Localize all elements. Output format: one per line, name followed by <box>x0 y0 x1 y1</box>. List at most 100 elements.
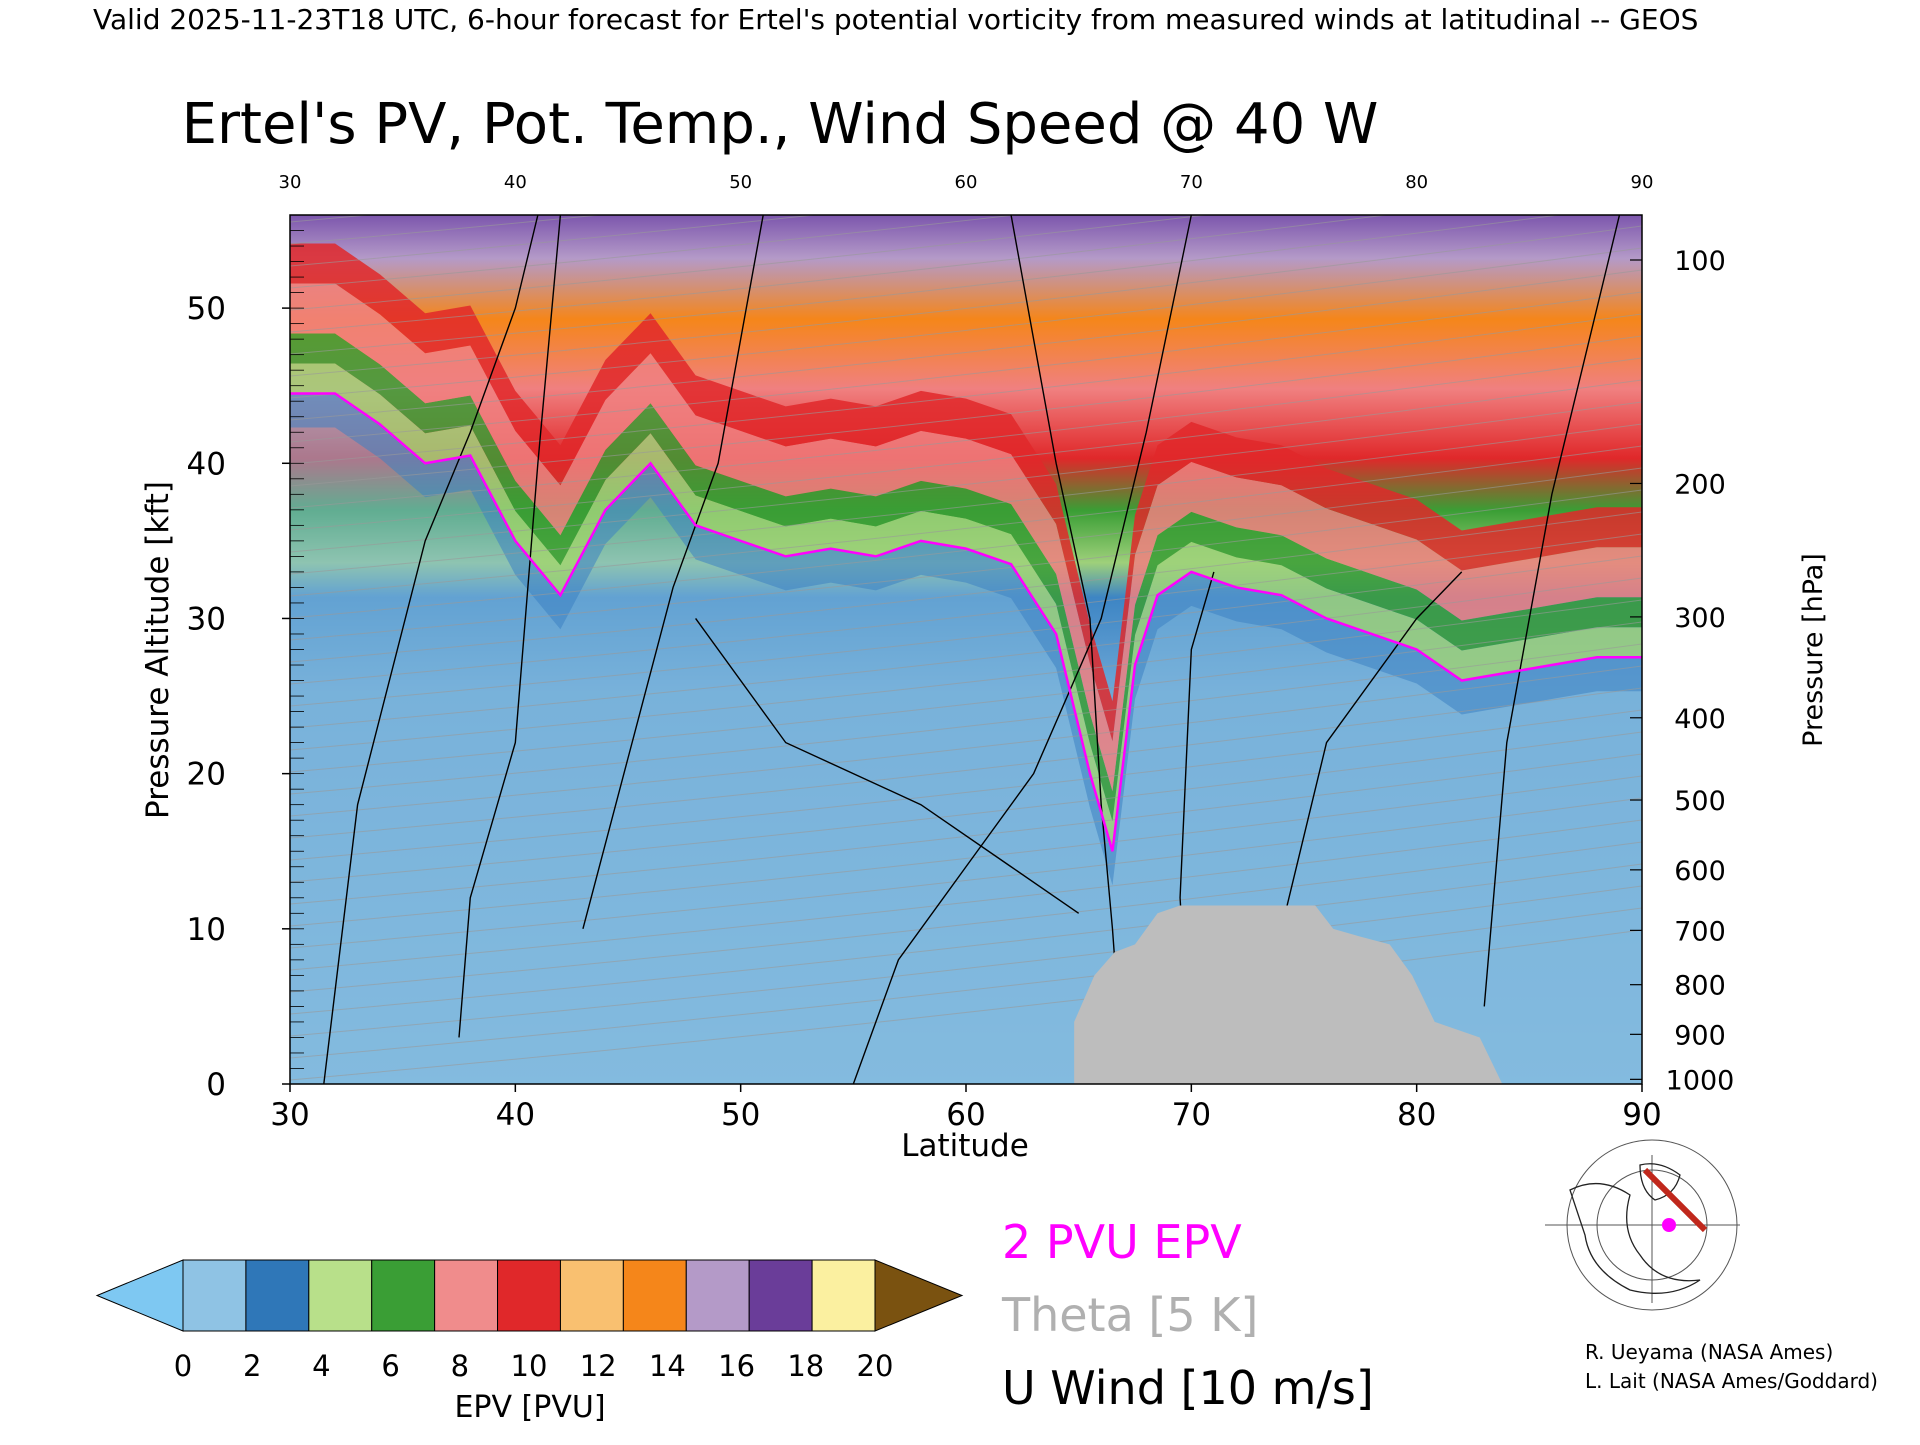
colorbar-swatch <box>559 1259 624 1332</box>
theta-contour-line <box>290 313 1642 465</box>
top-tick-label: 50 <box>729 172 752 193</box>
colorbar-swatch <box>748 1259 813 1332</box>
colorbar-label: EPV [PVU] <box>454 1390 605 1425</box>
theta-contours <box>290 215 1642 1081</box>
theta-contour-line <box>290 335 1642 487</box>
wind-contour-line <box>582 215 764 929</box>
colorbar-tick-label: 14 <box>649 1349 686 1383</box>
theta-contour-line <box>290 907 1642 1059</box>
theta-contour-line <box>290 489 1642 641</box>
y-tick-label: 30 <box>187 601 226 637</box>
wind-contours <box>323 215 1621 1084</box>
colorbar-tick-label: 4 <box>312 1349 330 1383</box>
pressure-tick-label: 600 <box>1674 856 1726 887</box>
colorbar-over-arrow <box>874 1259 964 1332</box>
pv-layer <box>290 333 1642 822</box>
theta-contour-line <box>290 841 1642 993</box>
pressure-tick-label: 500 <box>1674 786 1726 817</box>
theta-contour-line <box>290 269 1642 421</box>
colorbar-tick-label: 20 <box>857 1349 894 1383</box>
x-tick-label: 50 <box>721 1097 760 1133</box>
pressure-tick-label: 300 <box>1674 603 1726 634</box>
tropopause-blue-band <box>290 393 1642 886</box>
x-tick-label: 30 <box>270 1097 309 1133</box>
y-tick-label: 20 <box>187 757 226 793</box>
theta-contour-line <box>290 555 1642 707</box>
x-tick-label: 40 <box>496 1097 535 1133</box>
map-coastline <box>1569 1182 1701 1294</box>
colorbar-swatch <box>434 1259 499 1332</box>
colorbar-swatch <box>308 1259 373 1332</box>
theta-contour-line <box>290 687 1642 839</box>
y2-axis-label: Pressure [hPa] <box>1798 553 1829 747</box>
top-tick-label: 90 <box>1631 172 1654 193</box>
x-tick-label: 90 <box>1622 1097 1661 1133</box>
colorbar-tick-label: 10 <box>511 1349 548 1383</box>
colorbar-tick-label: 2 <box>243 1349 261 1383</box>
legend-2pvu: 2 PVU EPV <box>1002 1215 1242 1269</box>
theta-contour-line <box>290 467 1642 619</box>
theta-contour-line <box>290 357 1642 509</box>
valid-line: Valid 2025-11-23T18 UTC, 6-hour forecast… <box>93 3 1698 36</box>
theta-contour-line <box>290 599 1642 751</box>
inset-map-background <box>1545 1155 1740 1303</box>
theta-contour-line <box>290 291 1642 443</box>
theta-contour-line <box>290 511 1642 663</box>
wind-contour-line <box>1483 215 1621 1007</box>
legend-theta: Theta [5 K] <box>1001 1288 1258 1342</box>
inset-map <box>1545 1139 1740 1311</box>
theta-contour-line <box>290 775 1642 927</box>
theta-contour-line <box>290 709 1642 861</box>
theta-contour-line <box>290 215 1563 355</box>
theta-contour-line <box>290 863 1642 1015</box>
theta-contour-line <box>290 401 1642 553</box>
top-tick-label: 80 <box>1405 172 1428 193</box>
pressure-tick-label: 400 <box>1674 704 1726 735</box>
theta-contour-line <box>290 215 1210 311</box>
y-tick-label: 0 <box>206 1067 226 1103</box>
colorbar-tick-label: 16 <box>718 1349 755 1383</box>
theta-contour-line <box>290 445 1642 597</box>
theta-contour-line <box>290 577 1642 729</box>
y-tick-label: 40 <box>187 446 226 482</box>
pressure-tick-label: 800 <box>1674 971 1726 1002</box>
colorbar-swatch <box>622 1259 687 1332</box>
y-tick-label: 50 <box>187 291 226 327</box>
wind-contour-line <box>1280 571 1463 929</box>
theta-contour-line <box>290 215 605 245</box>
top-tick-label: 60 <box>955 172 978 193</box>
theta-contour-line <box>290 885 1642 1037</box>
pressure-tick-label: 100 <box>1674 246 1726 277</box>
colorbar-swatch <box>182 1259 247 1332</box>
theta-contour-line <box>290 797 1642 949</box>
map-cross-section-path <box>1642 1167 1708 1233</box>
theta-contour-line <box>290 215 1391 333</box>
theta-contour-line <box>290 215 819 267</box>
wind-contour-line <box>458 215 562 1038</box>
pressure-tick-label: 1000 <box>1666 1065 1735 1096</box>
theta-contour-line <box>290 225 1642 377</box>
theta-contour-line <box>290 247 1642 399</box>
wind-contour-line <box>695 618 1080 914</box>
x-tick-label: 60 <box>946 1097 985 1133</box>
top-tick-label: 70 <box>1180 172 1203 193</box>
theta-contour-line <box>290 533 1642 685</box>
theta-contour-line <box>290 731 1642 883</box>
theta-contour-line <box>290 215 1020 289</box>
theta-contour-line <box>290 819 1642 971</box>
chart-title: Ertel's PV, Pot. Temp., Wind Speed @ 40 … <box>182 92 1379 157</box>
colorbar-swatch <box>497 1259 561 1332</box>
credit-2: L. Lait (NASA Ames/Goddard) <box>1585 1369 1878 1393</box>
terrain-mask <box>1074 905 1503 1084</box>
theta-contour-line <box>290 423 1642 575</box>
colorbar-under-arrow <box>95 1259 184 1332</box>
theta-contour-line <box>290 643 1642 795</box>
pressure-tick-label: 700 <box>1674 916 1726 947</box>
theta-contour-line <box>290 621 1642 773</box>
map-coastline <box>1639 1163 1681 1201</box>
pressure-tick-label: 200 <box>1674 469 1726 500</box>
theta-contour-line <box>290 665 1642 817</box>
